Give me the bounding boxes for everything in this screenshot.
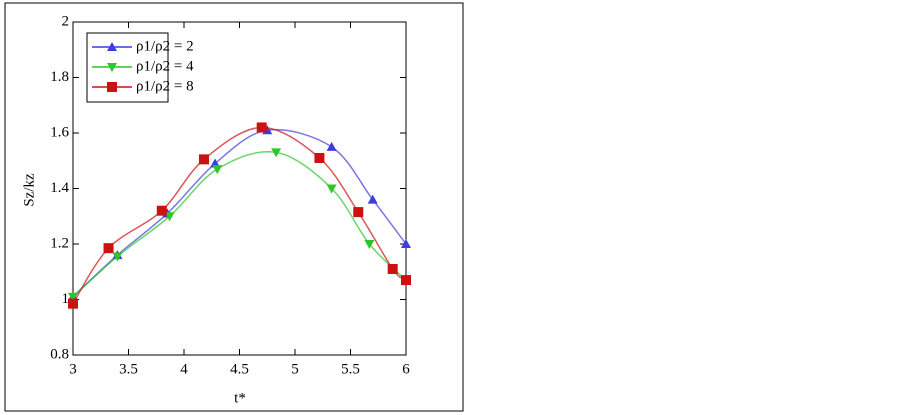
- marker: [367, 194, 378, 204]
- marker: [103, 243, 114, 254]
- x-tick-label: 4.5: [230, 361, 249, 377]
- y-tick-label: 0.8: [50, 346, 69, 362]
- y-tick-label: 1.8: [50, 69, 69, 85]
- y-tick-label: 1.4: [50, 180, 69, 196]
- marker: [326, 184, 337, 194]
- x-tick-label: 5.5: [341, 361, 360, 377]
- marker: [387, 263, 398, 274]
- marker: [107, 82, 117, 92]
- x-tick-label: 5: [291, 361, 299, 377]
- marker: [401, 239, 411, 248]
- y-tick-label: 1.6: [50, 124, 69, 140]
- marker: [314, 152, 325, 163]
- y-axis-label: Sz/kz: [21, 173, 37, 207]
- marker: [271, 148, 282, 158]
- marker: [107, 63, 117, 72]
- x-tick-label: 3: [69, 361, 77, 377]
- marker: [212, 165, 223, 175]
- marker: [107, 42, 117, 51]
- marker: [256, 122, 267, 133]
- x-axis-label: t*: [234, 390, 246, 406]
- marker: [68, 298, 78, 309]
- x-tick-label: 6: [402, 361, 410, 377]
- y-tick-label: 2: [62, 13, 70, 29]
- x-tick-label: 3.5: [119, 361, 138, 377]
- legend-label: ρ1/ρ2 = 8: [136, 78, 194, 94]
- frame: [4, 2, 464, 412]
- marker: [353, 207, 364, 218]
- line: [72, 151, 407, 298]
- x-tick-label: 4: [180, 361, 188, 377]
- line: [72, 128, 407, 298]
- marker: [198, 154, 209, 165]
- y-tick-label: 1: [62, 291, 70, 307]
- legend-label: ρ1/ρ2 = 4: [136, 58, 194, 74]
- marker: [112, 252, 123, 262]
- legend-label: ρ1/ρ2 = 2: [136, 38, 194, 54]
- marker: [326, 141, 337, 151]
- marker: [164, 212, 175, 222]
- marker: [68, 292, 78, 302]
- marker: [364, 240, 375, 249]
- marker: [401, 275, 411, 286]
- y-tick-label: 1.2: [50, 235, 69, 251]
- marker: [156, 205, 167, 216]
